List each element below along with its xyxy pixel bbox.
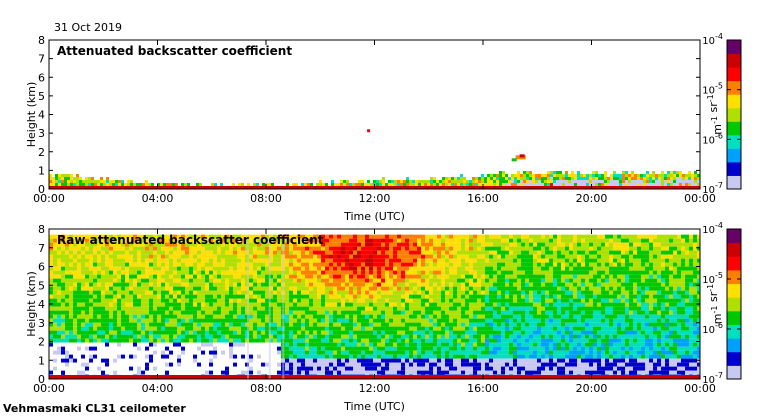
y-tick-label: 2 (38, 336, 45, 349)
y-tick-label: 3 (38, 317, 45, 330)
x-tick-label: 12:00 (359, 382, 391, 395)
date-label: 31 Oct 2019 (54, 21, 123, 34)
x-tick-label: 00:00 (33, 382, 65, 395)
colorbar-segment (727, 134, 741, 149)
colorbar-tick-label: 10-7 (702, 181, 723, 196)
y-tick-label: 7 (38, 53, 45, 66)
y-tick-label: 4 (38, 298, 45, 311)
x-tick-label: 12:00 (359, 192, 391, 205)
x-tick-label: 00:00 (684, 382, 716, 395)
colorbar-segment (727, 161, 741, 176)
y-tick-label: 6 (38, 261, 45, 274)
heatmap-field (49, 40, 700, 189)
colorbar-unit-label: m-1 sr-1 (706, 94, 724, 134)
colorbar-unit-label: m-1 sr-1 (706, 284, 724, 324)
colorbar-segment (727, 324, 741, 339)
y-tick-label: 5 (38, 90, 45, 103)
colorbar-segment (727, 121, 741, 136)
x-tick-label: 00:00 (33, 192, 65, 205)
colorbar-segment (727, 148, 741, 163)
colorbar-segment (727, 256, 741, 271)
colorbar-segment (727, 242, 741, 257)
heatmap-field (49, 229, 700, 379)
y-tick-label: 3 (38, 127, 45, 140)
colorbar-segment (727, 107, 741, 122)
y-tick-label: 2 (38, 146, 45, 159)
y-tick-label: 4 (38, 109, 45, 122)
colorbar-segment (727, 175, 741, 190)
colorbar-segment (727, 94, 741, 109)
panel-title: Raw attenuated backscatter coefficient (57, 233, 324, 247)
y-tick-label: 6 (38, 71, 45, 84)
colorbar-frame (726, 39, 742, 190)
panel-1: Attenuated backscatter coefficient 0 1 2 3 4 5… (25, 32, 742, 223)
y-axis-label: Height (km) (25, 271, 38, 337)
x-tick-label: 16:00 (467, 192, 499, 205)
colorbar-segment (727, 365, 741, 380)
colorbar: 10-410-510-610-7m-1 sr-1 (702, 221, 742, 386)
colorbar-segment (727, 338, 741, 353)
colorbar-segment (727, 67, 741, 82)
x-tick-label: 00:00 (684, 192, 716, 205)
panel-title: Attenuated backscatter coefficient (57, 44, 292, 58)
x-tick-label: 08:00 (250, 382, 282, 395)
cloud-mark (367, 129, 371, 133)
x-tick-label: 16:00 (467, 382, 499, 395)
y-tick-label: 5 (38, 279, 45, 292)
x-axis-label: Time (UTC) (343, 210, 405, 223)
x-tick-label: 04:00 (142, 382, 174, 395)
colorbar-tick-label: 10-4 (702, 221, 723, 236)
y-tick-label: 7 (38, 242, 45, 255)
x-tick-label: 20:00 (576, 192, 608, 205)
colorbar-segment (727, 351, 741, 366)
colorbar-segment (727, 310, 741, 325)
x-axis-label: Time (UTC) (343, 400, 405, 413)
colorbar-frame (726, 228, 742, 380)
colorbar-segment (727, 283, 741, 298)
y-tick-label: 1 (38, 354, 45, 367)
colorbar-tick-label: 10-4 (702, 32, 723, 47)
x-tick-label: 08:00 (250, 192, 282, 205)
colorbar-tick-label: 10-7 (702, 371, 723, 386)
colorbar-segment (727, 53, 741, 68)
y-tick-label: 8 (38, 223, 45, 236)
colorbar: 10-410-510-610-7m-1 sr-1 (702, 32, 742, 196)
y-tick-label: 0 (38, 373, 45, 386)
y-tick-label: 1 (38, 164, 45, 177)
colorbar-segment (727, 40, 741, 55)
panel-2: Raw attenuated backscatter coefficient 0 1… (25, 221, 742, 413)
colorbar-segment (727, 229, 741, 244)
x-tick-label: 04:00 (142, 192, 174, 205)
y-tick-label: 8 (38, 34, 45, 47)
colorbar-segment (727, 269, 741, 285)
y-tick-label: 0 (38, 183, 45, 196)
instrument-label: Vehmasmaki CL31 ceilometer (3, 402, 186, 415)
y-axis-label: Height (km) (25, 82, 38, 148)
x-tick-label: 20:00 (576, 382, 608, 395)
colorbar-segment (727, 80, 741, 95)
colorbar-tick-label: 10-5 (702, 271, 723, 286)
colorbar-segment (727, 297, 741, 312)
